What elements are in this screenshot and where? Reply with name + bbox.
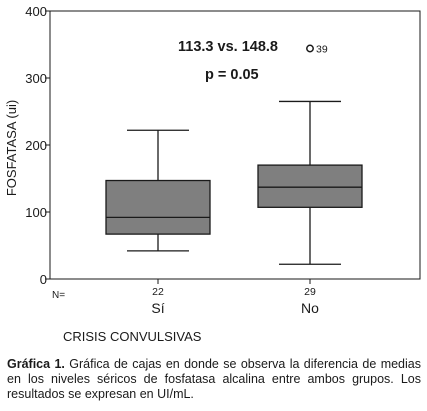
y-tick-label-400: 400 [25, 4, 47, 19]
box-No [257, 100, 363, 265]
y-axis-label: FOSFATASA (ui) [4, 100, 19, 196]
labels: 22 Sí 29 No [151, 279, 319, 316]
n-value-No: 29 [304, 286, 316, 298]
means-annotation: 113.3 vs. 148.8 [178, 39, 278, 55]
box-plot-chart: 0 100 200 300 400 39 22 Sí 29 No FOSFATASA (ui)… [4, 4, 421, 344]
y-tick-label-0: 0 [40, 272, 47, 287]
iqr-box [257, 164, 363, 208]
y-tick-label-100: 100 [25, 205, 47, 220]
y-tick-label-200: 200 [25, 138, 47, 153]
n-label: N= [52, 290, 65, 301]
x-axis-label: CRISIS CONVULSIVAS [63, 329, 202, 344]
figure-caption: Gráfica 1. Gráfica de cajas en donde se … [7, 357, 421, 402]
outliers: 39 [306, 44, 328, 56]
box-Sí [105, 129, 211, 252]
boxes [105, 100, 363, 265]
caption-text: Gráfica de cajas en donde se observa la … [7, 357, 421, 401]
outlier-point [306, 44, 314, 53]
category-label-No: No [301, 300, 319, 316]
iqr-box [105, 179, 211, 235]
caption-label: Gráfica 1. [7, 357, 65, 371]
y-tick-label-300: 300 [25, 71, 47, 86]
y-axis: 0 100 200 300 400 [25, 4, 50, 287]
outlier-label: 39 [316, 44, 328, 56]
plot-frame [49, 10, 421, 280]
p-value-annotation: p = 0.05 [205, 67, 259, 83]
plot-border [49, 10, 421, 280]
n-value-Sí: 22 [152, 286, 164, 298]
category-label-Sí: Sí [151, 300, 164, 316]
